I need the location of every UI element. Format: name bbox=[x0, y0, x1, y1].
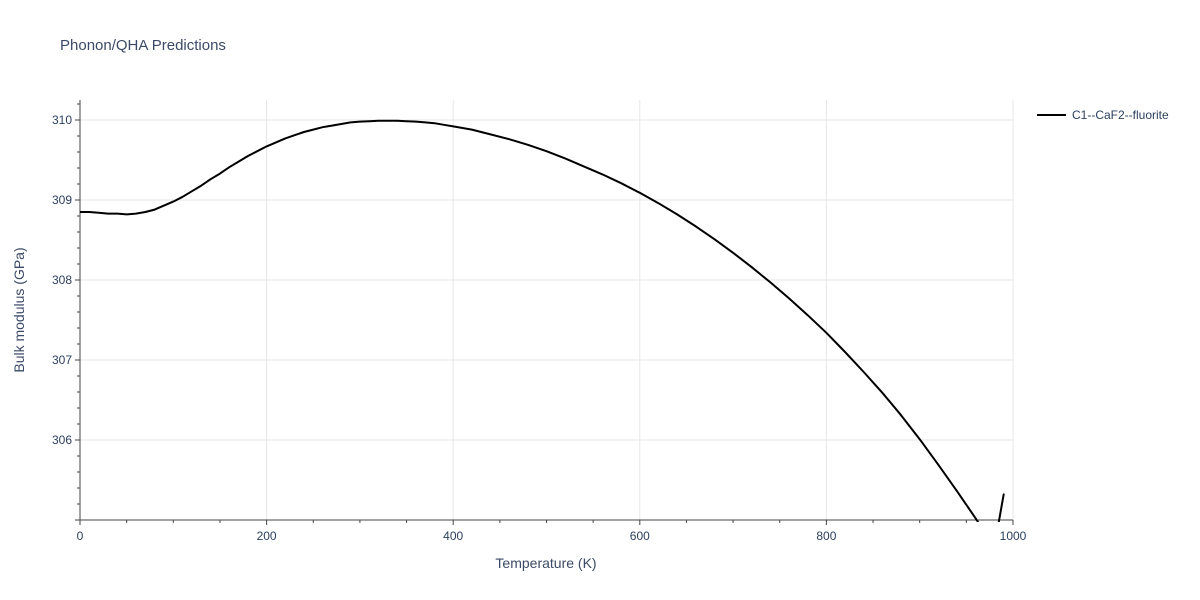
x-tick-label: 0 bbox=[77, 529, 84, 543]
x-axis-label: Temperature (K) bbox=[495, 555, 596, 571]
legend-label: C1--CaF2--fluorite bbox=[1072, 108, 1169, 122]
x-tick-label: 200 bbox=[257, 529, 277, 543]
x-tick-label: 400 bbox=[443, 529, 463, 543]
y-tick-label: 308 bbox=[52, 273, 72, 287]
x-tick-label: 1000 bbox=[1000, 529, 1027, 543]
grid bbox=[80, 100, 1014, 520]
y-tick-label: 307 bbox=[52, 353, 72, 367]
series-line-0 bbox=[80, 119, 1005, 522]
y-tick-label: 309 bbox=[52, 193, 72, 207]
y-tick-label: 306 bbox=[52, 433, 72, 447]
x-tick-label: 600 bbox=[630, 529, 650, 543]
y-axis-label: Bulk modulus (GPa) bbox=[11, 247, 27, 372]
x-tick-label: 800 bbox=[816, 529, 836, 543]
chart-title: Phonon/QHA Predictions bbox=[60, 37, 226, 54]
plot-area bbox=[80, 119, 1005, 522]
axes: 0 200 400 600 800 1000 306 307 308 309 310 bbox=[52, 100, 1027, 543]
y-tick-label: 310 bbox=[52, 113, 72, 127]
legend[interactable]: C1--CaF2--fluorite bbox=[1037, 108, 1169, 122]
